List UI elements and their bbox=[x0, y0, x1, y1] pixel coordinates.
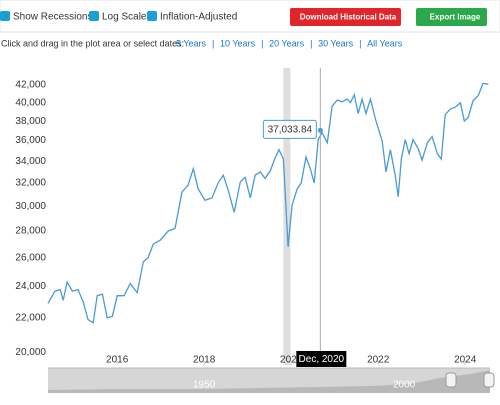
x-tick-label: 2020 bbox=[280, 355, 303, 366]
y-tick-label: 34,000 bbox=[15, 156, 46, 167]
navigator-handle[interactable] bbox=[483, 372, 495, 388]
y-tick-label: 24,000 bbox=[15, 281, 46, 292]
y-tick-label: 42,000 bbox=[15, 80, 46, 91]
y-tick-label: 40,000 bbox=[15, 97, 46, 108]
range-separator: | bbox=[261, 38, 263, 48]
range-link[interactable]: 10 Years bbox=[220, 38, 256, 48]
checkbox-group: Show Recessions Log Scale Inflation-Adju… bbox=[0, 11, 237, 23]
y-tick-label: 26,000 bbox=[15, 252, 46, 263]
x-tick-label: 2016 bbox=[106, 355, 129, 366]
tooltip-value: 37,033.84 bbox=[268, 125, 313, 136]
checkbox-label[interactable]: Inflation-Adjusted bbox=[160, 12, 237, 23]
y-tick-label: 30,000 bbox=[15, 201, 46, 212]
range-links: 5 Years | 10 Years | 20 Years | 30 Years | All Y… bbox=[176, 38, 403, 48]
checkbox-label[interactable]: Log Scale bbox=[102, 12, 147, 23]
range-link[interactable]: 20 Years bbox=[269, 38, 305, 48]
y-tick-label: 22,000 bbox=[15, 313, 46, 324]
navigator: 1950 2000 bbox=[48, 367, 495, 393]
data-line bbox=[47, 82, 489, 324]
tooltip-box bbox=[262, 119, 317, 139]
checkbox[interactable] bbox=[147, 11, 157, 21]
button-label[interactable]: Export Image bbox=[430, 13, 481, 22]
plot: 20,000 22,000 24,000 26,000 28,000 30,000 32,0… bbox=[15, 68, 489, 367]
tooltip-date: Dec, 2020 bbox=[299, 354, 345, 365]
range-link[interactable]: 5 Years bbox=[176, 38, 207, 48]
export-button[interactable] bbox=[416, 8, 487, 26]
range-separator: | bbox=[310, 38, 312, 48]
y-tick-label: 28,000 bbox=[15, 226, 46, 237]
range-link[interactable]: 30 Years bbox=[318, 38, 354, 48]
y-tick-label: 38,000 bbox=[15, 116, 46, 127]
download-button[interactable] bbox=[290, 8, 401, 26]
navigator-label: 1950 bbox=[193, 380, 216, 391]
range-separator: | bbox=[212, 38, 214, 48]
checkbox-label[interactable]: Show Recessions bbox=[13, 12, 92, 23]
range-prompt: Click and drag in the plot area or selec… bbox=[1, 38, 184, 48]
x-tick-label: 2024 bbox=[454, 355, 477, 366]
button-label[interactable]: Download Historical Data bbox=[300, 13, 397, 22]
navigator-handle[interactable] bbox=[445, 372, 457, 388]
y-tick-label: 36,000 bbox=[15, 135, 46, 146]
y-tick-label: 20,000 bbox=[15, 347, 46, 358]
y-tick-label: 32,000 bbox=[15, 178, 46, 189]
navigator-label: 2000 bbox=[393, 380, 416, 391]
tooltip-date-box bbox=[296, 351, 347, 367]
x-tick-label: 2022 bbox=[367, 355, 390, 366]
checkbox[interactable] bbox=[89, 11, 99, 21]
hover-marker bbox=[317, 127, 323, 133]
range-separator: | bbox=[359, 38, 361, 48]
range-link[interactable]: All Years bbox=[367, 38, 403, 48]
x-tick-label: 2018 bbox=[193, 355, 216, 366]
navigator-area bbox=[48, 370, 490, 393]
checkbox[interactable] bbox=[0, 11, 10, 21]
